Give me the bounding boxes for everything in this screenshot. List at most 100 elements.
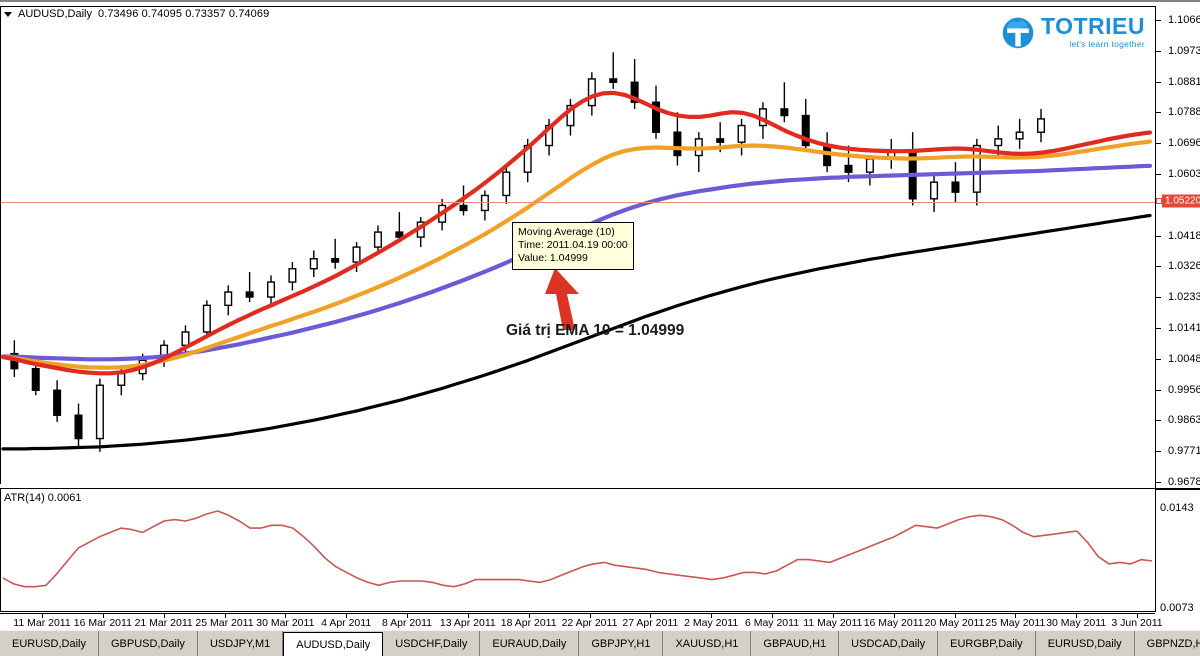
atr-indicator-label: ATR(14) 0.0061 [4,492,82,504]
price-axis[interactable]: 1.10660 1.09735 1.08810 1.07885 1.06960 1.060… [1155,6,1200,614]
totrieu-logo: TOTRIEU let's learn together [1000,14,1145,50]
price-axis-tick [1156,420,1161,422]
price-axis-tick [1156,20,1161,21]
candlestick [331,238,340,269]
date-axis-label: 20 May 2011 [924,617,985,629]
price-axis-label: 0.96785 [1168,476,1200,488]
date-axis-label: 2 May 2011 [684,617,739,629]
candlestick [651,85,661,139]
chart-tab-audusd-daily[interactable]: AUDUSD,Daily [283,632,384,656]
chart-tab-eurgbp-daily[interactable]: EURGBP,Daily [938,631,1036,656]
candlestick [288,262,297,291]
chart-tab-gbpnzd-h1[interactable]: GBPNZD,H1 [1135,631,1200,656]
candlestick [865,155,874,186]
date-axis-tick [772,614,773,618]
atr-chart-svg [2,510,1153,588]
atr-indicator-pane[interactable] [0,488,1155,612]
price-axis-label: 1.01410 [1168,322,1200,334]
chart-tab-bar[interactable]: EURUSD,Daily GBPUSD,Daily USDJPY,M1 AUDUSD,… [0,630,1200,656]
date-axis-tick [589,614,591,618]
atr-line [2,510,1153,588]
chart-tab-euraud-daily[interactable]: EURAUD,Daily [480,631,580,656]
candlestick [245,272,254,303]
price-axis-label: 1.06960 [1168,137,1200,150]
chart-tab-usdchf-daily[interactable]: USDCHF,Daily [383,631,481,656]
chart-tab-gbpaud-h1[interactable]: GBPAUD,H1 [751,631,840,656]
ma-line-ema-200 [1,213,1152,451]
price-axis-label: 1.09735 [1168,44,1200,57]
candlestick [416,217,425,248]
date-axis-tick [711,614,713,618]
chart-tab-eurusd-daily[interactable]: EURUSD,Daily [1036,631,1135,656]
date-axis-label: 22 Apr 2011 [561,617,618,629]
chevron-down-icon[interactable] [4,11,12,17]
date-axis-label: 11 May 2011 [803,617,863,629]
chart-tab-gbpusd-daily[interactable]: GBPUSD,Daily [99,631,198,656]
price-axis-label: 1.07885 [1168,106,1200,119]
date-axis-tick [407,614,408,618]
price-axis-tick [1156,266,1161,268]
chart-tab-xauusd-h1[interactable]: XAUUSD,H1 [663,631,752,656]
price-axis-label: 1.00485 [1168,352,1200,365]
logo-tagline: let's learn together [1069,39,1145,50]
candlestick [1015,118,1024,149]
candlestick [887,138,896,169]
date-axis-label: 13 Apr 2011 [439,617,496,629]
date-axis-label: 11 Mar 2011 [13,617,71,629]
date-axis-label: 3 Jun 2011 [1111,617,1163,629]
candlestick [930,172,939,213]
candlestick [908,132,917,206]
date-axis-label: 16 Mar 2011 [73,617,132,629]
date-axis-label: 21 Mar 2011 [134,617,193,629]
date-axis-label: 18 Apr 2011 [500,617,557,629]
chart-tab-eurusd-daily[interactable]: EURUSD,Daily [0,631,99,656]
price-axis-tick [1156,451,1161,453]
chart-tab-gbpjpy-h1[interactable]: GBPJPY,H1 [579,631,664,656]
date-axis-label: 30 May 2011 [1046,617,1107,629]
price-axis-tick [1156,482,1161,483]
price-axis-label: 1.04185 [1168,229,1200,242]
date-axis-label: 25 May 2011 [985,617,1046,629]
date-axis-tick [1015,614,1017,618]
price-axis-tick [1156,174,1161,175]
date-axis-label: 25 Mar 2011 [195,617,254,629]
date-axis-tick [1137,614,1138,618]
price-axis-label: 1.02335 [1168,291,1200,304]
candlestick [694,132,703,173]
date-axis-tick [224,614,226,618]
candlestick [780,82,789,123]
candlestick [1036,108,1046,143]
chart-tab-usdcad-daily[interactable]: USDCAD,Daily [839,631,939,656]
date-axis-tick [528,614,530,618]
candlestick [951,162,960,203]
candlestick [502,165,511,204]
chart-tab-usdjpy-m1[interactable]: USDJPY,M1 [198,631,284,656]
date-axis-tick [467,614,469,618]
price-axis-tick [1156,297,1161,299]
symbol-name: AUDUSD,Daily [18,8,92,20]
date-axis-label: 27 Apr 2011 [622,617,679,629]
date-axis-tick [832,614,834,618]
candlestick [95,378,104,452]
symbol-header: AUDUSD,Daily 0.73496 0.74095 0.73357 0.7… [4,8,269,20]
ma-line-ema-10 [1,90,1153,376]
date-axis-label: 6 May 2011 [744,617,800,629]
candlestick [587,72,596,116]
candlestick [202,300,211,339]
candlestick [673,112,682,166]
date-axis-tick [346,614,348,618]
annotation-arrow-icon [545,268,579,330]
price-axis-label: 1.10660 [1168,14,1200,26]
axis-pane-separator [1156,488,1200,490]
date-axis: 11 Mar 2011 16 Mar 2011 21 Mar 2011 25 Mar … [0,613,1163,632]
candlestick [395,212,404,243]
date-axis-tick [285,614,287,618]
date-axis-tick [163,614,165,618]
date-axis-label: 4 Apr 2011 [321,617,372,629]
tooltip-time: Time: 2011.04.19 00:00 [518,239,628,251]
logo-wordmark: TOTRIEU [1040,13,1145,40]
date-axis-tick [102,614,104,618]
price-axis-label: 0.98635 [1168,414,1200,427]
price-badge-handle[interactable] [1156,198,1162,205]
